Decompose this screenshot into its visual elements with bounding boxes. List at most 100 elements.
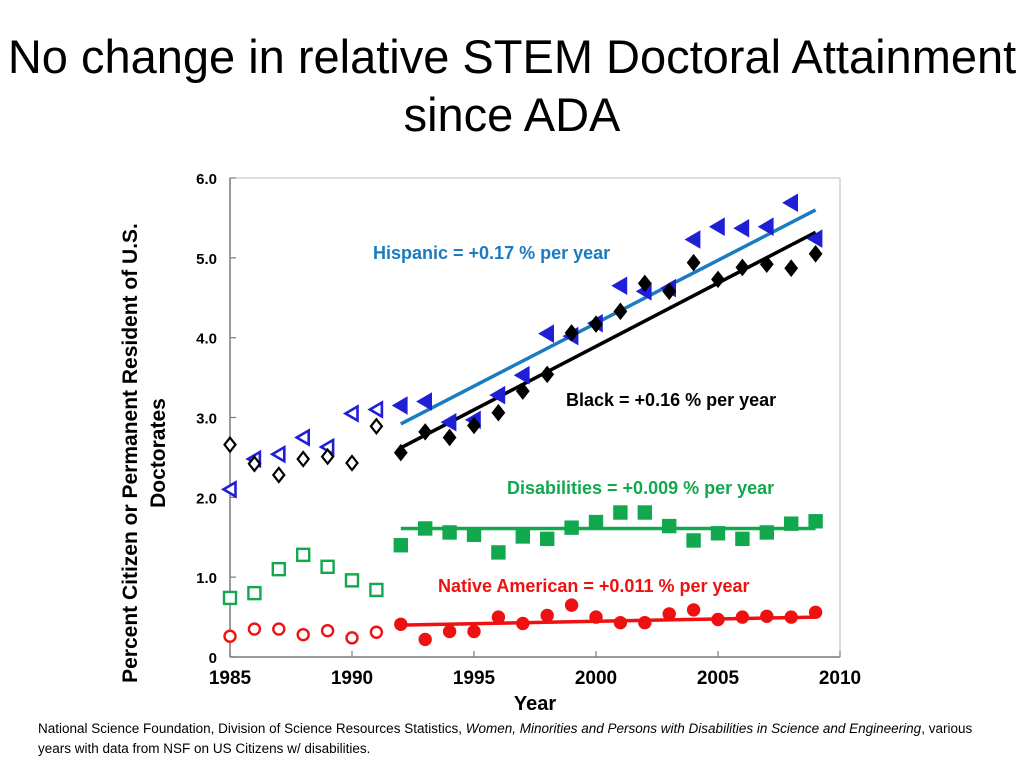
disabilities-point xyxy=(540,531,555,547)
native-point xyxy=(613,615,628,630)
black-point xyxy=(369,417,384,436)
native-point xyxy=(394,617,408,631)
native-point xyxy=(711,612,725,627)
x-axis-label: Year xyxy=(514,693,556,715)
hispanic-point xyxy=(611,276,628,296)
disabilities-point xyxy=(369,582,384,598)
native-point xyxy=(638,615,652,630)
x-tick-label: 1990 xyxy=(331,668,373,689)
disabilities-point xyxy=(222,590,238,606)
disabilities-point xyxy=(588,514,604,530)
native-point xyxy=(467,624,481,639)
data-points xyxy=(220,193,823,647)
disabilities-point xyxy=(662,518,677,534)
hispanic-point xyxy=(513,365,530,385)
native-point xyxy=(686,603,701,617)
native-point xyxy=(491,610,506,624)
native-point xyxy=(247,622,262,636)
y-axis-label: Percent Citizen or Permanent Resident of… xyxy=(119,223,170,683)
hispanic-point xyxy=(269,444,286,464)
source-publication-title: Women, Minorities and Persons with Disab… xyxy=(465,721,922,736)
x-tick-label: 2000 xyxy=(575,668,617,689)
native-point xyxy=(418,632,432,647)
disabilities-point xyxy=(808,514,823,529)
native-point xyxy=(345,631,359,645)
black-point xyxy=(491,403,506,422)
native-point xyxy=(784,610,798,624)
black-point xyxy=(735,258,750,277)
native-point xyxy=(735,610,750,624)
x-tick-label: 1985 xyxy=(209,668,252,689)
black-point xyxy=(613,302,628,321)
y-axis-ticks: 0 1.0 2.0 3.0 4.0 5.0 6.0 xyxy=(196,171,236,667)
hispanic-point xyxy=(806,229,823,248)
y-tick-label: 6.0 xyxy=(196,171,217,188)
disabilities-point xyxy=(344,573,360,588)
black-point xyxy=(247,455,262,473)
disabilities-point xyxy=(710,526,726,541)
hispanic-point xyxy=(782,193,799,213)
hispanic-trend-label: Hispanic = +0.17 % per year xyxy=(373,243,610,263)
hispanic-point xyxy=(708,217,725,236)
native-point xyxy=(540,608,554,623)
slide-title: No change in relative STEM Doctoral Atta… xyxy=(7,30,1017,141)
black-point xyxy=(784,259,799,277)
disabilities-trend-label: Disabilities = +0.009 % per year xyxy=(507,478,774,498)
black-point xyxy=(759,255,774,274)
native-point xyxy=(296,627,310,642)
disabilities-point xyxy=(637,505,652,520)
hispanic-point xyxy=(416,392,433,411)
disabilities-point xyxy=(759,525,774,540)
black-point xyxy=(418,423,433,441)
native-point xyxy=(808,605,823,619)
native-point xyxy=(564,598,579,612)
black-point xyxy=(589,315,603,333)
x-tick-label: 2010 xyxy=(819,668,861,689)
black-point xyxy=(711,270,725,289)
disabilities-point xyxy=(247,585,262,601)
y-tick-label: 1.0 xyxy=(196,570,217,587)
native-point xyxy=(760,609,774,623)
native-american-trend-label: Native American = +0.011 % per year xyxy=(438,576,750,596)
native-point xyxy=(589,610,603,624)
hispanic-point xyxy=(367,400,384,419)
black-point xyxy=(637,274,652,293)
black-point xyxy=(442,428,457,447)
black-point xyxy=(564,324,579,342)
y-tick-label: 0 xyxy=(209,650,217,667)
disabilities-point xyxy=(320,559,335,574)
hispanic-trend-line xyxy=(399,208,817,426)
hispanic-point xyxy=(684,230,701,249)
native-point xyxy=(223,629,237,643)
y-tick-label: 3.0 xyxy=(196,411,217,428)
disabilities-point xyxy=(271,561,286,577)
disabilities-point xyxy=(466,527,482,543)
source-citation: National Science Foundation, Division of… xyxy=(38,719,988,759)
trend-annotations: Hispanic = +0.17 % per year Black = +0.1… xyxy=(373,243,776,596)
native-point xyxy=(320,623,335,638)
disabilities-point xyxy=(442,525,457,540)
hispanic-point xyxy=(757,217,774,236)
black-point xyxy=(223,435,237,454)
y-tick-label: 2.0 xyxy=(196,490,217,507)
black-point xyxy=(296,450,311,468)
x-tick-label: 2005 xyxy=(697,668,740,689)
disabilities-point xyxy=(613,505,628,520)
hispanic-point xyxy=(391,396,408,415)
disabilities-point xyxy=(564,520,579,535)
black-point xyxy=(467,416,481,435)
black-point xyxy=(515,382,530,400)
black-point xyxy=(345,454,359,472)
native-point xyxy=(442,624,457,639)
trend-lines xyxy=(399,208,817,627)
black-point xyxy=(540,365,555,384)
black-point xyxy=(271,466,286,484)
disabilities-point xyxy=(491,545,506,560)
black-point xyxy=(320,447,335,466)
x-axis-ticks: 1985 1990 1995 2000 2005 2010 xyxy=(209,651,861,689)
disabilities-point xyxy=(393,538,408,553)
native-point xyxy=(272,622,286,636)
disabilities-point xyxy=(515,529,530,544)
hispanic-point xyxy=(440,413,457,432)
